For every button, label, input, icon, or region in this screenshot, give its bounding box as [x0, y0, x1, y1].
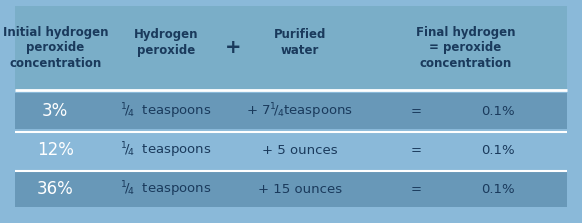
Text: $\mathregular{^1\!/_{\!4}}$  teaspoons: $\mathregular{^1\!/_{\!4}}$ teaspoons: [120, 101, 212, 121]
Bar: [15, 93, 567, 129]
Text: Purified
water: Purified water: [274, 28, 326, 57]
Bar: [15, 6, 567, 90]
Text: $\mathregular{^1\!/_{\!4}}$  teaspoons: $\mathregular{^1\!/_{\!4}}$ teaspoons: [120, 140, 212, 160]
Text: 36%: 36%: [37, 180, 74, 198]
Bar: [15, 171, 567, 207]
Text: Initial hydrogen
peroxide
concentration: Initial hydrogen peroxide concentration: [2, 26, 108, 70]
Text: =: =: [411, 105, 421, 118]
Text: 0.1%: 0.1%: [481, 183, 514, 196]
Text: + 5 ounces: + 5 ounces: [262, 144, 338, 157]
Text: + 7$\mathregular{^1\!/_{\!4}}$teaspoons: + 7$\mathregular{^1\!/_{\!4}}$teaspoons: [246, 101, 353, 121]
Text: =: =: [411, 183, 421, 196]
Text: 12%: 12%: [37, 141, 74, 159]
Text: Hydrogen
peroxide: Hydrogen peroxide: [134, 28, 198, 57]
Text: 0.1%: 0.1%: [481, 144, 514, 157]
Text: 3%: 3%: [42, 102, 69, 120]
Text: =: =: [411, 144, 421, 157]
Text: +: +: [225, 38, 241, 58]
Text: 0.1%: 0.1%: [481, 105, 514, 118]
Text: Final hydrogen
= peroxide
concentration: Final hydrogen = peroxide concentration: [416, 26, 515, 70]
Text: $\mathregular{^1\!/_{\!4}}$  teaspoons: $\mathregular{^1\!/_{\!4}}$ teaspoons: [120, 180, 212, 199]
Text: + 15 ounces: + 15 ounces: [258, 183, 342, 196]
Bar: [15, 132, 567, 168]
